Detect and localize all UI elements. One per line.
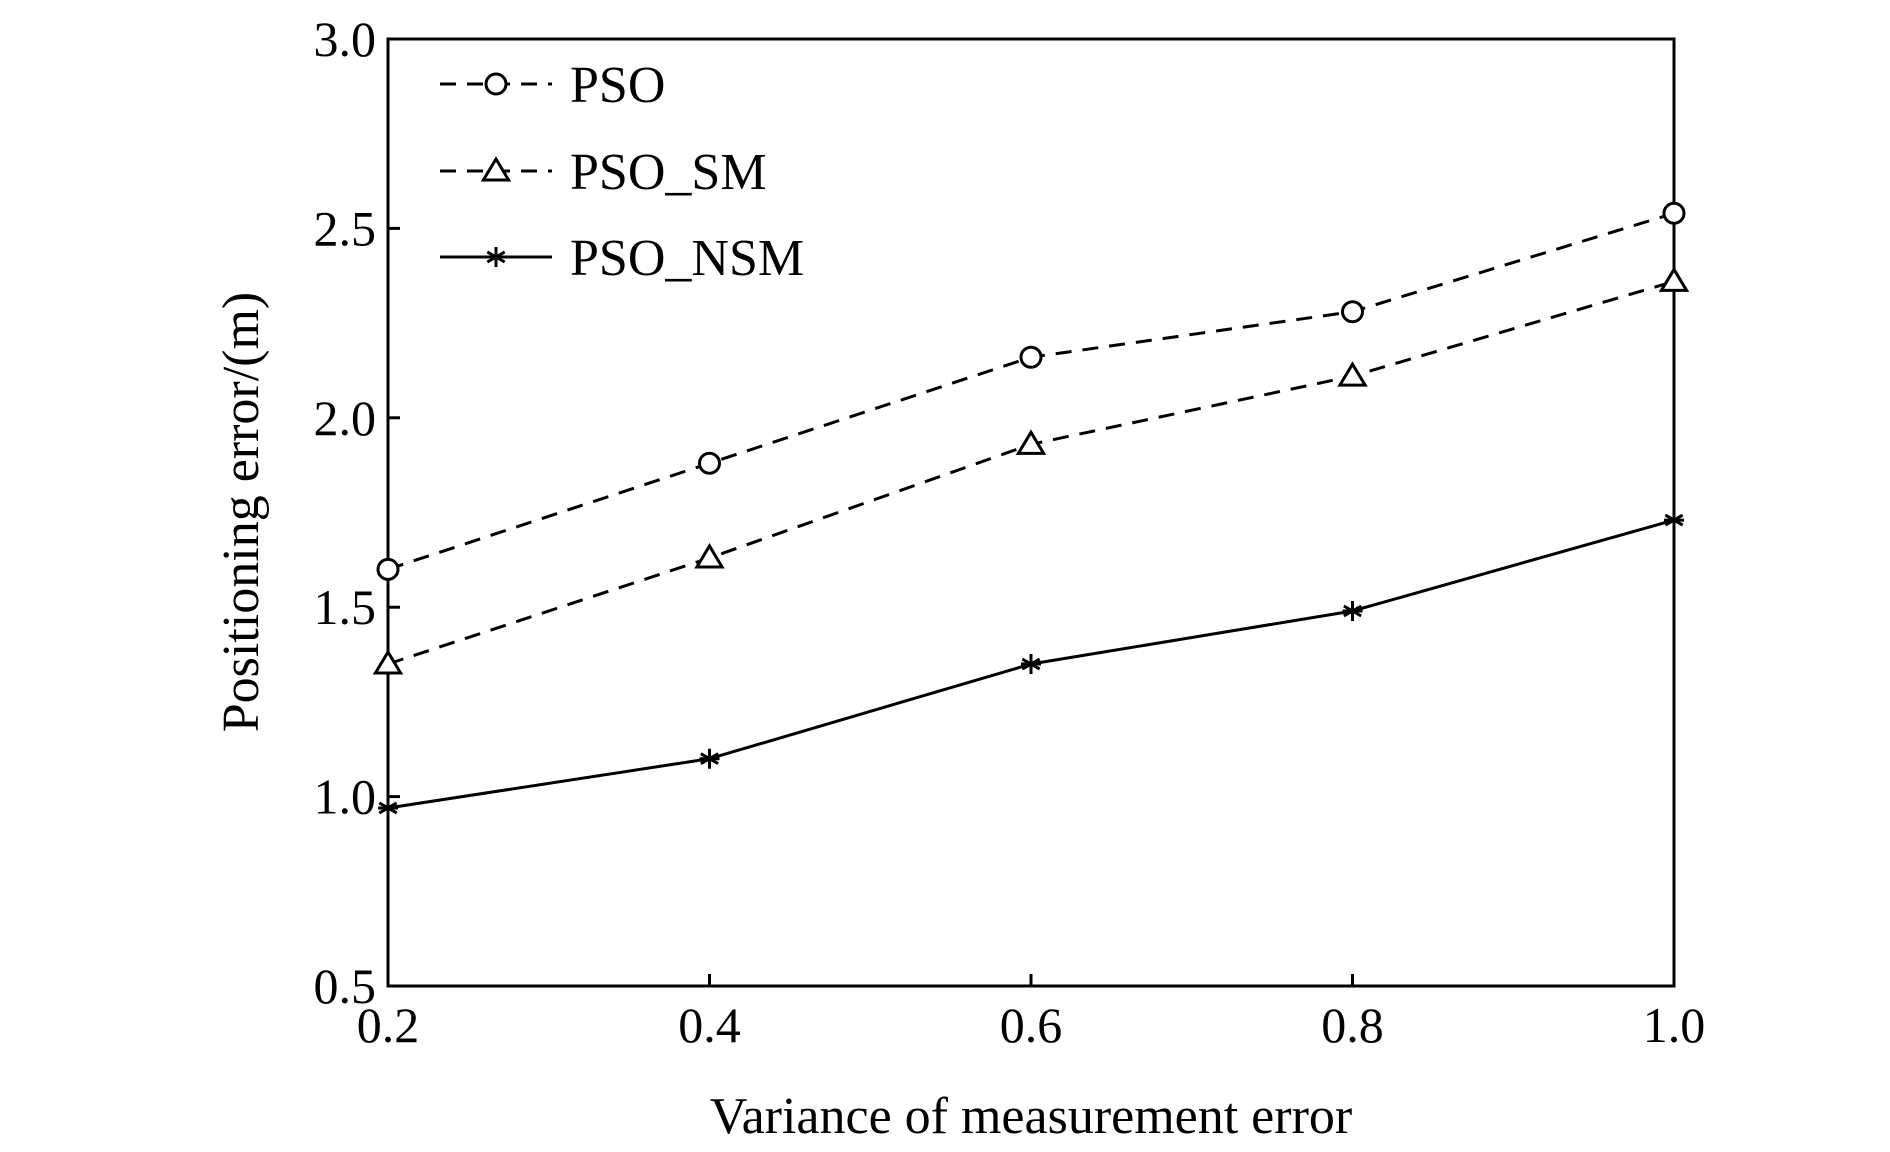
asterisk-marker (1021, 654, 1041, 675)
y-tick-label: 0.5 (314, 958, 377, 1014)
circle-marker (1662, 201, 1686, 225)
y-tick-label: 2.0 (314, 390, 377, 446)
triangle-marker (480, 156, 512, 182)
legend-item: PSO_NSM (440, 230, 804, 287)
triangle-marker (694, 543, 725, 569)
legend-label: PSO (570, 57, 665, 114)
asterisk-marker (1664, 510, 1684, 531)
asterisk-marker (699, 748, 720, 769)
legend-item: PSO_SM (440, 144, 767, 201)
circle-marker (484, 72, 508, 96)
x-axis-label: Variance of measurement error (710, 1088, 1352, 1145)
triangle-marker (1337, 361, 1368, 387)
circle-marker (698, 451, 721, 475)
y-tick-label: 1.5 (314, 579, 377, 635)
triangle-marker (372, 649, 404, 675)
y-tick-label: 3.0 (314, 11, 377, 67)
legend-label: PSO_NSM (570, 230, 804, 287)
legend-item: PSO (440, 57, 665, 114)
triangle-marker (1658, 266, 1690, 292)
x-tick-label: 0.6 (1000, 997, 1063, 1053)
series-pso-sm (372, 266, 1690, 675)
triangle-marker (1015, 429, 1047, 455)
y-axis-ticks: 0.5 1.0 1.5 2.0 2.5 3.0 (314, 11, 400, 1014)
y-axis-label: Positioning error/(m) (213, 292, 270, 733)
y-tick-label: 1.0 (314, 769, 377, 825)
series-layer (372, 201, 1690, 818)
x-tick-label: 0.2 (357, 997, 420, 1053)
series-pso (376, 201, 1686, 581)
legend-label: PSO_SM (570, 144, 767, 201)
circle-marker (1019, 345, 1043, 369)
circle-marker (1341, 300, 1364, 324)
asterisk-marker (378, 797, 398, 818)
circle-marker (376, 557, 400, 581)
x-tick-label: 0.4 (678, 997, 741, 1053)
legend: PSO PSO_SM PSO_NSM (440, 57, 804, 287)
asterisk-marker (486, 247, 506, 267)
x-tick-label: 0.8 (1321, 997, 1384, 1053)
series-pso-nsm (378, 510, 1684, 818)
x-axis-ticks: 0.2 0.4 0.6 0.8 1.0 (357, 974, 1706, 1053)
x-tick-label: 1.0 (1643, 997, 1706, 1053)
series-line (387, 279, 1675, 666)
asterisk-marker (1342, 600, 1363, 621)
y-tick-label: 2.5 (314, 200, 377, 256)
